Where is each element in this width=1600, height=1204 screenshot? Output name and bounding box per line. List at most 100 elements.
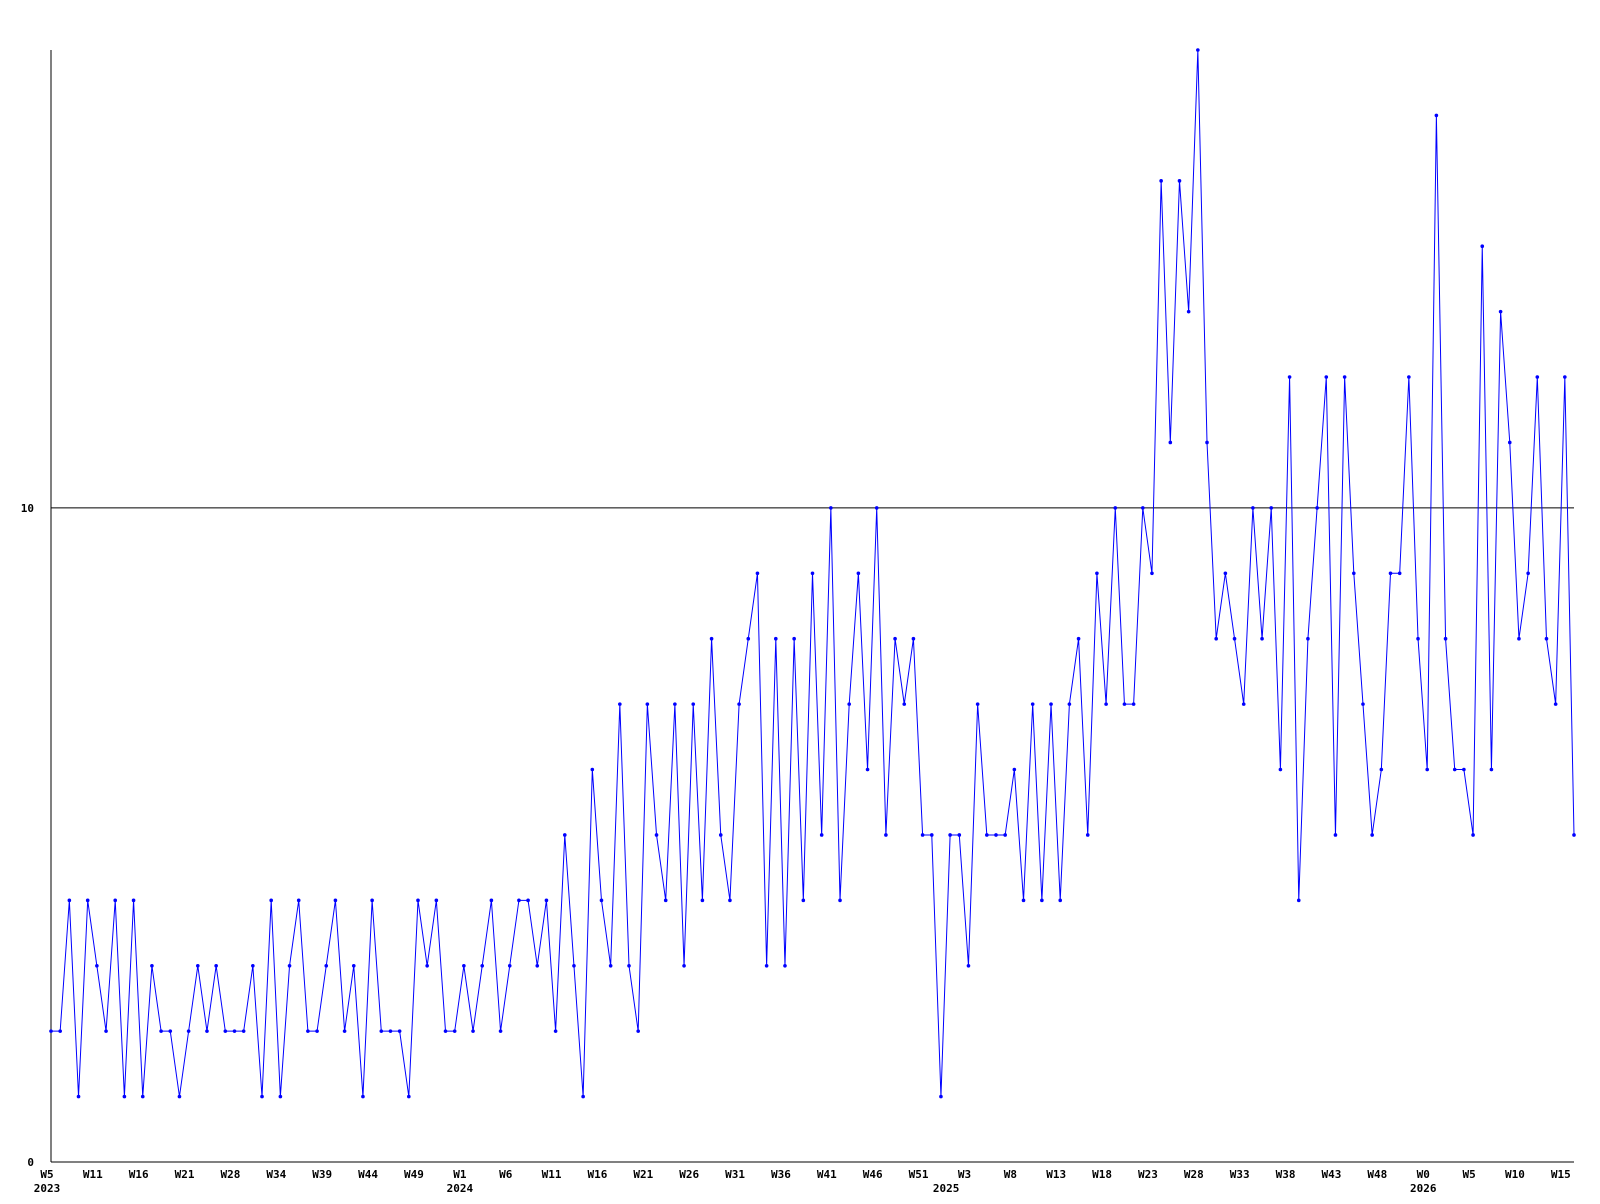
data-point xyxy=(1471,833,1475,837)
year-label: 2024 xyxy=(447,1182,474,1195)
data-point xyxy=(489,898,494,903)
data-point xyxy=(673,702,677,706)
x-tick-label: W28 xyxy=(221,1168,241,1181)
data-point xyxy=(544,898,549,903)
y-tick-label: 10 xyxy=(21,502,34,515)
data-point xyxy=(471,1029,475,1033)
data-point xyxy=(728,898,732,903)
data-point xyxy=(388,1029,393,1033)
data-point xyxy=(462,963,466,968)
x-tick-label: W41 xyxy=(817,1168,837,1181)
data-point xyxy=(874,506,879,510)
data-point xyxy=(902,702,907,706)
data-point xyxy=(416,898,420,903)
data-point xyxy=(608,963,613,968)
data-point xyxy=(1177,179,1182,183)
data-point xyxy=(1544,636,1549,641)
data-point xyxy=(1563,375,1567,379)
data-point xyxy=(553,1029,558,1033)
data-point xyxy=(1507,440,1512,445)
year-label: 2026 xyxy=(1410,1182,1437,1195)
x-tick-label: W49 xyxy=(404,1168,424,1181)
data-point xyxy=(764,963,769,968)
data-point xyxy=(1489,767,1494,772)
data-point xyxy=(507,963,512,968)
data-point xyxy=(150,963,154,968)
data-point xyxy=(1462,767,1466,772)
data-point xyxy=(856,571,861,576)
data-point xyxy=(1553,702,1558,706)
y-tick-label: 0 xyxy=(27,1156,34,1169)
data-point xyxy=(636,1029,640,1033)
data-point xyxy=(865,767,870,772)
year-label: 2023 xyxy=(34,1182,61,1195)
data-point xyxy=(1443,636,1448,641)
data-point xyxy=(379,1029,384,1033)
data-point xyxy=(49,1029,53,1033)
x-tick-label: W39 xyxy=(312,1168,332,1181)
data-point xyxy=(792,636,796,641)
data-point xyxy=(85,898,90,903)
data-point xyxy=(434,898,439,903)
data-point xyxy=(177,1094,182,1099)
data-point xyxy=(1407,375,1411,379)
x-tick-label: W38 xyxy=(1276,1168,1296,1181)
x-tick-label: W15 xyxy=(1551,1168,1571,1181)
data-point xyxy=(581,1094,585,1099)
x-tick-label: W13 xyxy=(1046,1168,1066,1181)
data-point xyxy=(1168,440,1173,445)
data-point xyxy=(1379,767,1384,772)
x-tick-label: W31 xyxy=(725,1168,745,1181)
data-point xyxy=(397,1029,402,1033)
data-point xyxy=(306,1029,310,1033)
data-point xyxy=(1095,571,1099,576)
data-point xyxy=(1159,179,1163,183)
x-tick-label: W11 xyxy=(542,1168,562,1181)
data-point xyxy=(205,1029,209,1033)
data-point xyxy=(351,963,356,968)
data-point xyxy=(746,636,751,641)
data-point xyxy=(1480,244,1485,249)
data-point xyxy=(663,898,668,903)
data-point xyxy=(1315,506,1319,510)
data-point xyxy=(1452,767,1457,772)
data-point xyxy=(884,833,888,837)
data-point xyxy=(223,1029,228,1033)
x-tick-label: W6 xyxy=(499,1168,513,1181)
x-tick-label: W16 xyxy=(588,1168,608,1181)
data-point xyxy=(370,898,374,903)
data-point xyxy=(1186,309,1191,314)
data-point xyxy=(251,963,255,968)
data-point xyxy=(1269,506,1274,510)
data-point xyxy=(159,1029,163,1033)
data-point xyxy=(333,898,338,903)
data-point xyxy=(1296,898,1301,903)
data-point xyxy=(407,1094,411,1099)
data-point xyxy=(1214,636,1218,641)
data-point xyxy=(232,1029,237,1033)
data-point xyxy=(526,898,530,903)
data-point xyxy=(1131,702,1136,706)
x-tick-label: W48 xyxy=(1367,1168,1387,1181)
data-point xyxy=(122,1094,127,1099)
data-point xyxy=(480,963,485,968)
data-point xyxy=(599,898,604,903)
x-tick-label: W11 xyxy=(83,1168,103,1181)
data-point xyxy=(214,963,218,968)
data-point xyxy=(838,898,842,903)
data-point xyxy=(296,898,301,903)
data-point xyxy=(168,1029,173,1033)
data-point xyxy=(452,1029,457,1033)
data-point xyxy=(783,963,787,968)
data-point xyxy=(1306,636,1310,641)
data-point xyxy=(1352,571,1356,576)
data-point xyxy=(847,702,851,706)
data-point xyxy=(1251,506,1255,510)
data-point xyxy=(1397,571,1402,576)
x-tick-label: W3 xyxy=(958,1168,971,1181)
data-point xyxy=(645,702,650,706)
data-point xyxy=(1287,375,1292,379)
data-point xyxy=(994,833,998,837)
data-point xyxy=(911,636,916,641)
data-point xyxy=(1535,375,1540,379)
